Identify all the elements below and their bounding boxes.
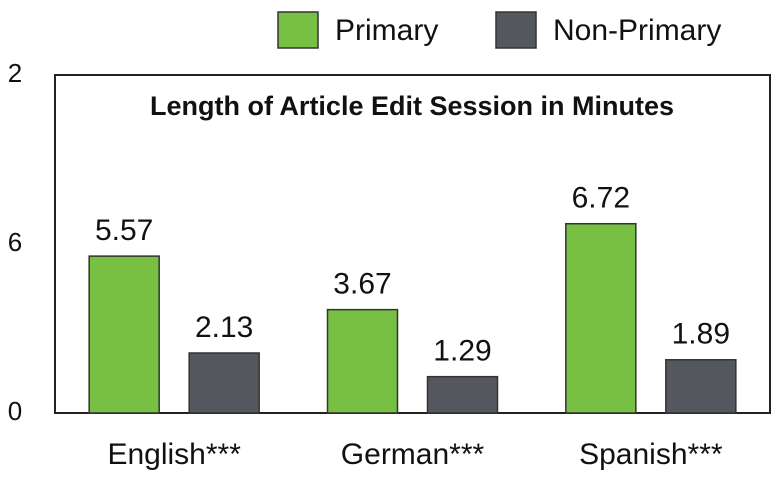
legend-swatch [277, 11, 319, 49]
bar [326, 308, 399, 414]
chart-title: Length of Article Edit Session in Minute… [150, 91, 674, 121]
value-label: 1.29 [433, 335, 491, 368]
x-tick-label: English*** [107, 438, 241, 471]
x-tick-label: German*** [341, 438, 485, 471]
value-label: 3.67 [333, 268, 391, 301]
bar [88, 255, 160, 414]
legend-label: Non-Primary [553, 14, 721, 47]
value-label: 1.89 [672, 318, 730, 351]
value-label: 2.13 [195, 311, 253, 344]
bar [565, 222, 637, 414]
bar [665, 359, 737, 414]
y-tick-label: 2 [8, 58, 22, 88]
y-tick-label: 6 [8, 227, 22, 257]
legend-swatch [495, 11, 537, 49]
value-label: 5.57 [95, 214, 153, 247]
legend-label: Primary [335, 14, 438, 47]
bar [188, 352, 260, 414]
value-label: 6.72 [572, 182, 630, 215]
plot-frame [54, 74, 771, 414]
y-tick-label: 0 [8, 396, 22, 426]
bar [426, 375, 499, 414]
x-tick-label: Spanish*** [579, 438, 723, 471]
